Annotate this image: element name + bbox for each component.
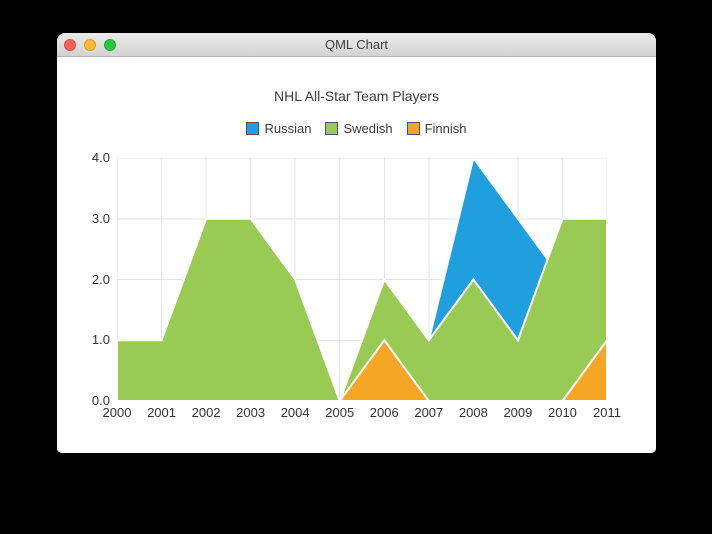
legend-item-russian[interactable]: Russian (246, 121, 311, 136)
swedish-marker-icon (325, 122, 339, 135)
y-tick-label: 4.0 (91, 150, 110, 165)
x-tick-label: 2006 (369, 405, 399, 420)
window-title: QML Chart (324, 37, 389, 52)
legend-item-finnish[interactable]: Finnish (406, 121, 467, 136)
swedish-area-series (117, 217, 607, 401)
russian-marker-icon (246, 122, 260, 135)
x-tick-label: 2001 (147, 405, 176, 420)
zoom-button[interactable] (104, 39, 116, 51)
close-button[interactable] (64, 39, 76, 51)
x-tick-label: 2011 (593, 405, 621, 420)
traffic-lights (64, 39, 116, 51)
window-titlebar[interactable]: QML Chart (57, 33, 656, 57)
x-tick-label: 2000 (102, 405, 132, 420)
x-tick-label: 2004 (280, 405, 310, 420)
minimize-button[interactable] (84, 39, 96, 51)
legend-item-swedish[interactable]: Swedish (325, 121, 393, 136)
plot-area (117, 158, 607, 401)
x-tick-label: 2005 (325, 405, 355, 420)
x-tick-label: 2010 (547, 405, 577, 420)
legend-label: Swedish (343, 121, 393, 136)
app-window: QML Chart NHL All-Star Team Players Russ… (57, 33, 656, 453)
y-tick-label: 3.0 (91, 210, 110, 226)
chart-view: NHL All-Star Team Players Russian Swedish… (57, 57, 656, 453)
y-tick-label: 0.0 (91, 393, 110, 408)
y-tick-label: 1.0 (91, 332, 110, 348)
chart-title: NHL All-Star Team Players (274, 88, 439, 104)
x-tick-label: 2002 (191, 405, 221, 420)
x-tick-label: 2003 (236, 405, 266, 420)
finnish-marker-icon (406, 122, 420, 135)
x-tick-label: 2007 (414, 405, 444, 420)
legend-label: Finnish (424, 121, 467, 136)
y-tick-label: 2.0 (91, 271, 110, 287)
legend-label: Russian (264, 121, 312, 136)
x-tick-label: 2008 (458, 405, 488, 420)
chart-legend: Russian Swedish Finnish (57, 120, 656, 137)
finnish-area-series (117, 338, 607, 401)
x-tick-label: 2009 (503, 405, 533, 420)
